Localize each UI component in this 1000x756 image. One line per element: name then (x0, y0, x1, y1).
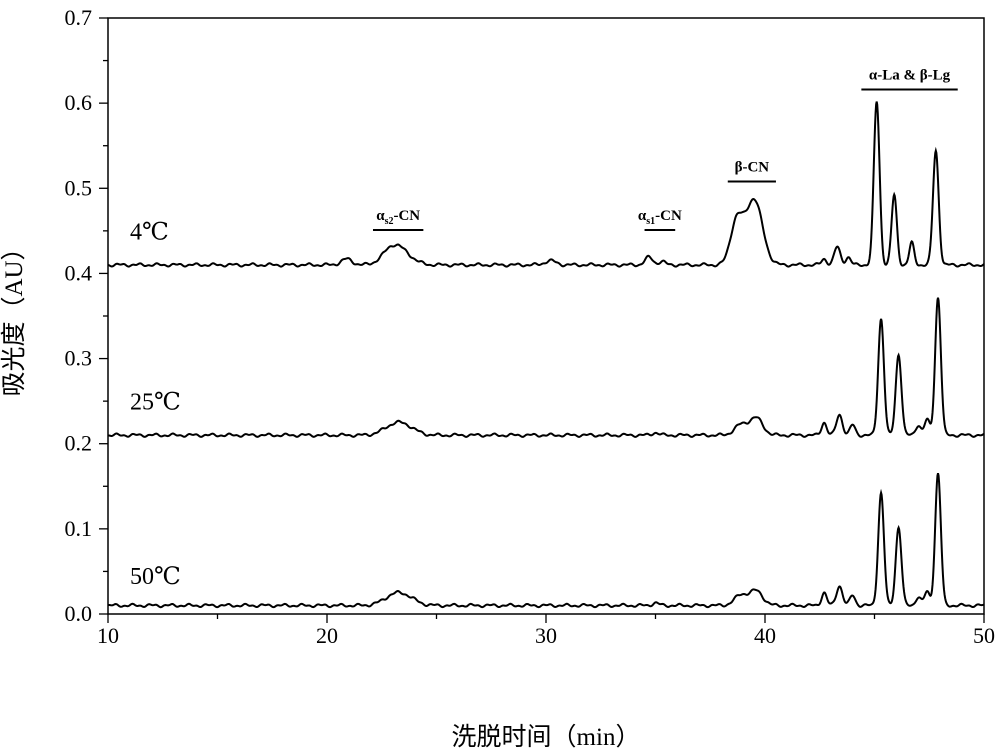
x-axis-title: 洗脱时间（min） (452, 723, 641, 751)
y-tick-label: 0.4 (65, 260, 93, 285)
y-tick-label: 0.2 (65, 431, 93, 456)
y-tick-label: 0.6 (65, 90, 93, 115)
curve-label: 25℃ (130, 390, 181, 416)
y-tick-label: 0.5 (65, 175, 93, 200)
peak-annotations: αs2-CN αs1-CN β-CN α-La & β-Lg (373, 68, 958, 230)
curve-label: 50℃ (130, 564, 181, 590)
chromatogram-curves (108, 102, 984, 608)
plot-frame (108, 18, 984, 614)
x-tick-label: 10 (97, 623, 119, 648)
y-axis-title: 吸光度（AU） (0, 235, 28, 396)
y-tick-label: 0.3 (65, 346, 93, 371)
annotation-label: α-La & β-Lg (869, 68, 951, 84)
annotation-label: β-CN (735, 159, 770, 175)
axis-ticks (99, 18, 984, 623)
curve-1 (108, 102, 984, 267)
curve-3 (108, 473, 984, 607)
axis-tick-labels: 10 20 30 40 50 0.0 0.1 0.2 0.3 0.4 0.5 0.6 0.7 (65, 5, 996, 648)
y-tick-label: 0.7 (65, 5, 93, 30)
x-tick-label: 40 (754, 623, 776, 648)
x-tick-label: 30 (535, 623, 557, 648)
annotation-label: αs2-CN (376, 208, 420, 227)
y-tick-label: 0.0 (65, 601, 93, 626)
curve-2 (108, 298, 984, 437)
annotation-label: αs1-CN (638, 208, 682, 227)
curve-labels: 4℃ 25℃ 50℃ (130, 219, 181, 590)
x-tick-label: 20 (316, 623, 338, 648)
x-tick-label: 50 (973, 623, 995, 648)
y-tick-label: 0.1 (65, 516, 93, 541)
curve-label: 4℃ (130, 219, 169, 245)
